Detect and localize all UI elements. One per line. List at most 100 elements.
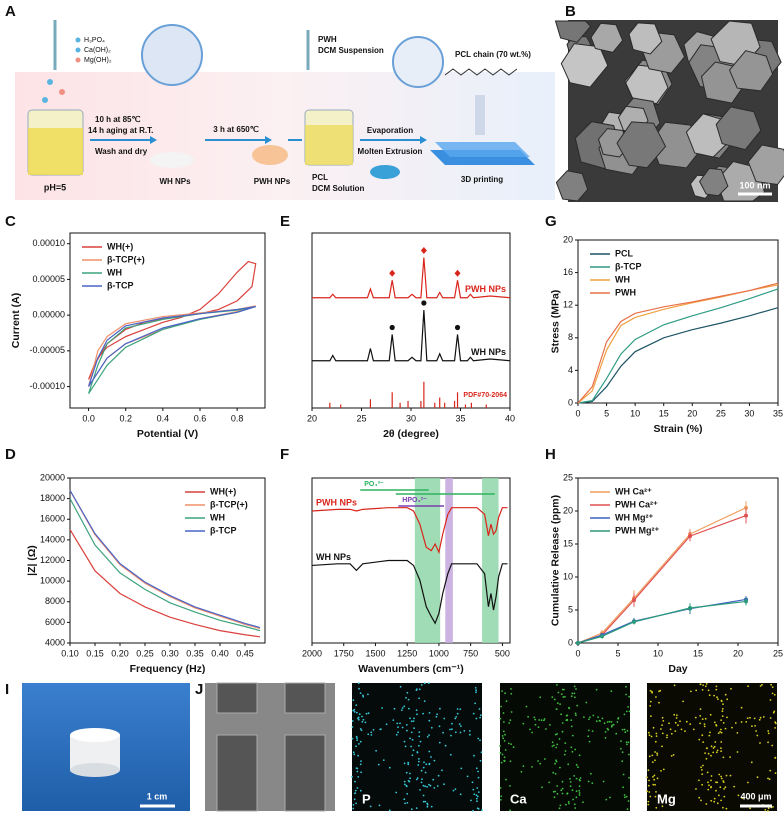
eds-dot [416, 751, 419, 753]
eds-dot [397, 726, 399, 728]
eds-dot [709, 713, 712, 716]
eds-dot [422, 784, 425, 787]
eds-dot [362, 695, 365, 698]
step-label: 14 h aging at R.T. [88, 126, 153, 135]
x-axis-label: Strain (%) [653, 423, 702, 435]
eds-dot [680, 728, 683, 731]
eds-dot [351, 775, 353, 778]
eds-dot [354, 789, 357, 792]
eds-dot [355, 745, 357, 748]
y-tick-label: 16000 [40, 514, 65, 524]
eds-dot [578, 794, 581, 796]
eds-dot [756, 776, 759, 779]
x-tick-label: 20 [687, 408, 697, 418]
eds-dot [734, 722, 737, 724]
eds-dot [553, 744, 555, 747]
eds-dot [608, 720, 611, 723]
eds-dot [413, 727, 415, 730]
eds-dot [571, 692, 574, 695]
magnifier [392, 36, 444, 88]
eds-dot [543, 719, 545, 722]
element-label: Ca [510, 791, 527, 806]
eds-dot [628, 710, 631, 713]
eds-dot [556, 743, 559, 746]
annotation-label: PO₄³⁻ [364, 481, 384, 488]
panel-label: I [5, 681, 9, 698]
eds-dot [424, 785, 426, 788]
eds-dot [650, 735, 653, 738]
eds-dot [647, 769, 650, 772]
y-axis-label: Stress (MPa) [549, 290, 561, 354]
panel-label: J [195, 681, 203, 698]
eds-dot [555, 708, 558, 710]
eds-dot [570, 746, 573, 749]
eds-dot [502, 737, 505, 740]
series-line [312, 309, 511, 362]
eds-dot [466, 775, 469, 778]
eds-dot [674, 721, 677, 724]
eds-dot [575, 714, 577, 716]
eds-dot [622, 773, 625, 776]
eds-dot [585, 701, 588, 704]
eds-dot [554, 762, 556, 765]
plot-frame [577, 477, 779, 644]
eds-dot [501, 753, 504, 756]
eds-dot [449, 728, 451, 731]
series-label: PWH NPs [316, 497, 357, 507]
eds-dot [509, 719, 512, 722]
eds-dot [473, 793, 476, 796]
eds-dot [653, 778, 656, 781]
eds-dot [703, 723, 706, 725]
plot-frame [311, 232, 511, 409]
eds-dot [759, 716, 762, 719]
eds-dot [420, 684, 423, 686]
eds-dot [423, 700, 426, 702]
eds-dot [648, 791, 651, 793]
eds-dot [599, 720, 601, 722]
peak-marker [454, 324, 461, 331]
eds-dot [560, 789, 563, 792]
y-axis-label: |Z| (Ω) [26, 545, 38, 576]
series-line [69, 490, 261, 630]
step-label: 10 h at 85℃ [95, 115, 140, 124]
eds-dot [504, 692, 506, 695]
eds-dot [669, 728, 672, 731]
eds-dot [357, 718, 360, 721]
eds-dot [555, 746, 558, 749]
eds-dot [651, 691, 653, 694]
eds-dot [443, 717, 446, 720]
liquid [305, 125, 353, 165]
eds-dot [554, 733, 557, 736]
eds-dot [767, 732, 770, 735]
eds-dot [426, 736, 429, 738]
eds-dot [358, 743, 360, 745]
series-line [69, 498, 261, 632]
legend-dot [75, 37, 81, 43]
scale-label: 400 μm [740, 791, 771, 801]
eds-dot [729, 774, 732, 777]
eds-dot [412, 720, 415, 722]
y-tick-label: 16 [563, 267, 573, 277]
eds-dot [549, 724, 551, 726]
eds-dot [590, 772, 592, 775]
eds-dot [359, 728, 362, 730]
eds-dot [627, 800, 630, 802]
eds-dot [575, 777, 578, 780]
eds-dot [563, 753, 566, 756]
x-tick-label: 30 [406, 413, 416, 423]
band [445, 478, 453, 643]
reagent: H₃PO₄ [84, 37, 105, 44]
eds-dot [525, 705, 528, 708]
eds-dot [359, 763, 362, 766]
eds-dot [502, 730, 505, 733]
eds-dot [705, 683, 708, 685]
eds-dot [360, 771, 362, 774]
eds-dot [351, 720, 354, 722]
sem-pore [216, 734, 258, 812]
eds-dot [656, 752, 658, 755]
eds-dot [702, 684, 704, 686]
series-line [577, 288, 779, 404]
eds-dot [501, 690, 503, 692]
eds-dot [713, 694, 715, 697]
eds-dot [353, 708, 356, 711]
